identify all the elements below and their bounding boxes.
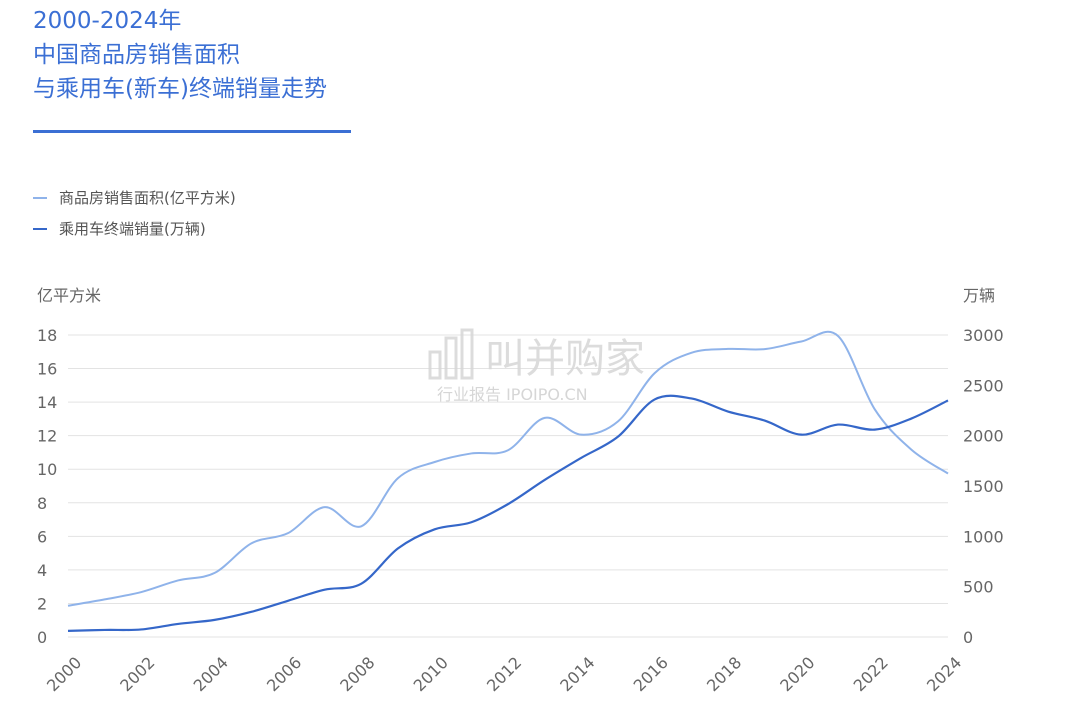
legend-swatch-area: [33, 196, 47, 199]
watermark: 叫并购家 行业报告 IPOIPO.CN: [428, 328, 645, 404]
chart-legend: 商品房销售面积(亿平方米) 乘用车终端销量(万辆): [33, 182, 236, 244]
y-left-tick-label: 8: [37, 494, 47, 513]
y-left-tick-label: 4: [37, 561, 47, 580]
x-tick-label: 2002: [116, 653, 158, 695]
legend-label-cars: 乘用车终端销量(万辆): [59, 220, 206, 238]
x-tick-label: 2018: [703, 653, 745, 695]
legend-item-area: 商品房销售面积(亿平方米): [33, 182, 236, 213]
watermark-brand: 叫并购家: [485, 336, 645, 382]
x-tick-label: 2024: [923, 653, 965, 695]
x-tick-label: 2014: [556, 653, 598, 695]
y-left-tick-label: 10: [37, 460, 57, 479]
chart-title-line-1: 2000-2024年: [33, 8, 182, 34]
series-layer: [67, 330, 949, 632]
x-tick-label: 2000: [43, 653, 85, 695]
chart-title-line-3: 与乘用车(新车)终端销量走势: [33, 76, 327, 102]
series-line-cars: [67, 394, 949, 632]
x-tick-label: 2010: [410, 653, 452, 695]
y-left-tick-label: 16: [37, 360, 57, 379]
y-right-axis-label: 万辆: [963, 286, 995, 305]
y-right-tick-label: 1000: [963, 527, 1004, 546]
chart-title: 2000-2024年 中国商品房销售面积 与乘用车(新车)终端销量走势: [33, 4, 327, 106]
y-right-tick-label: 1500: [963, 477, 1004, 496]
series-line-area: [67, 330, 949, 607]
y-left-tick-label: 2: [37, 594, 47, 613]
x-tick-label: 2016: [630, 653, 672, 695]
chart-title-line-2: 中国商品房销售面积: [33, 42, 240, 68]
legend-item-cars: 乘用车终端销量(万辆): [33, 213, 236, 244]
watermark-sub: 行业报告 IPOIPO.CN: [437, 385, 588, 404]
y-left-tick-label: 0: [37, 628, 47, 647]
y-right-tick-label: 3000: [963, 326, 1004, 345]
y-left-tick-label: 6: [37, 527, 47, 546]
legend-label-area: 商品房销售面积(亿平方米): [59, 189, 236, 207]
title-underline: [33, 130, 351, 133]
legend-swatch-cars: [33, 227, 47, 230]
x-tick-label: 2012: [483, 653, 525, 695]
y-right-tick-label: 0: [963, 628, 973, 647]
y-right-tick-label: 500: [963, 578, 994, 597]
x-tick-label: 2022: [850, 653, 892, 695]
y-right-tick-label: 2500: [963, 376, 1004, 395]
watermark-logo-icon: [428, 328, 474, 380]
y-right-tick-label: 2000: [963, 427, 1004, 446]
y-left-axis-label: 亿平方米: [37, 286, 101, 305]
y-left-tick-label: 14: [37, 393, 57, 412]
y-left-tick-label: 18: [37, 326, 57, 345]
x-tick-label: 2004: [190, 653, 232, 695]
y-left-tick-label: 12: [37, 427, 57, 446]
x-tick-label: 2006: [263, 653, 305, 695]
x-tick-label: 2020: [776, 653, 818, 695]
x-tick-label: 2008: [336, 653, 378, 695]
